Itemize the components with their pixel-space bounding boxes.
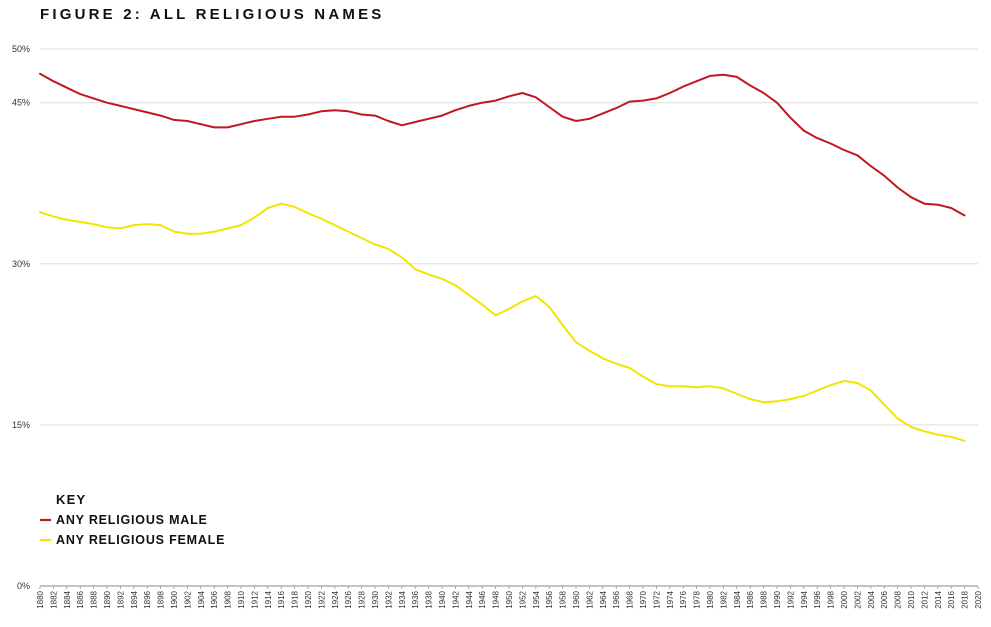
- x-tick-label: 1900: [170, 590, 179, 608]
- x-tick-label: 1930: [371, 590, 380, 608]
- x-tick-label: 1924: [331, 590, 340, 608]
- x-tick-label: 1986: [746, 590, 755, 608]
- x-tick-label: 1962: [585, 590, 594, 608]
- x-tick-label: 1890: [103, 590, 112, 608]
- x-tick-label: 2016: [947, 590, 956, 608]
- x-tick-label: 1982: [719, 590, 728, 608]
- x-tick-label: 1932: [384, 590, 393, 608]
- x-tick-label: 1914: [264, 590, 273, 608]
- x-tick-label: 1892: [116, 590, 125, 608]
- x-tick-label: 1904: [197, 590, 206, 608]
- legend-label: ANY RELIGIOUS MALE: [56, 513, 208, 527]
- x-tick-label: 1948: [492, 590, 501, 608]
- chart-title: FIGURE 2: ALL RELIGIOUS NAMES: [40, 6, 385, 23]
- x-tick-label: 2002: [853, 590, 862, 608]
- x-tick-label: 2014: [934, 590, 943, 608]
- x-tick-label: 1920: [304, 590, 313, 608]
- x-tick-label: 1884: [63, 590, 72, 608]
- x-tick-label: 1886: [76, 590, 85, 608]
- y-tick-label: 50%: [12, 44, 30, 54]
- x-tick-label: 1992: [786, 590, 795, 608]
- x-tick-label: 1894: [130, 590, 139, 608]
- grid-lines: [40, 48, 978, 587]
- x-tick-label: 1990: [773, 590, 782, 608]
- x-tick-label: 1976: [679, 590, 688, 608]
- x-tick-label: 1928: [358, 590, 367, 608]
- y-axis: 0% 15% 30% 45% 50%: [12, 44, 30, 591]
- x-tick-label: 1942: [451, 590, 460, 608]
- x-tick-label: 2008: [894, 590, 903, 608]
- x-tick-label: 1926: [344, 590, 353, 608]
- series-lines: [39, 72, 966, 442]
- series-line-female: [39, 202, 966, 442]
- y-tick-label: 0%: [17, 581, 30, 591]
- x-tick-label: 1954: [532, 590, 541, 608]
- x-tick-label: 2020: [974, 590, 983, 608]
- legend-title: KEY: [56, 492, 86, 507]
- x-tick-label: 1922: [317, 590, 326, 608]
- x-tick-label: 1998: [827, 590, 836, 608]
- series-line-male: [39, 72, 966, 217]
- legend: KEY ANY RELIGIOUS MALE ANY RELIGIOUS FEMAL…: [40, 492, 225, 547]
- x-tick-label: 1912: [250, 590, 259, 608]
- x-tick-label: 1964: [599, 590, 608, 608]
- x-tick-label: 1950: [505, 590, 514, 608]
- x-tick-label: 2004: [867, 590, 876, 608]
- x-tick-label: 1934: [398, 590, 407, 608]
- x-tick-label: 1978: [693, 590, 702, 608]
- x-tick-label: 1906: [210, 590, 219, 608]
- x-tick-label: 1958: [559, 590, 568, 608]
- x-tick-label: 2000: [840, 590, 849, 608]
- x-tick-label: 1888: [90, 590, 99, 608]
- x-tick-label: 1980: [706, 590, 715, 608]
- x-tick-label: 1902: [183, 590, 192, 608]
- x-tick-label: 1896: [143, 590, 152, 608]
- x-tick-label: 1960: [572, 590, 581, 608]
- x-tick-label: 1910: [237, 590, 246, 608]
- x-tick-label: 1918: [291, 590, 300, 608]
- x-tick-label: 1972: [652, 590, 661, 608]
- x-axis: 1880 1882 1884 1886 1888 1890 1892 1894 1896 1898…: [36, 586, 983, 609]
- legend-label: ANY RELIGIOUS FEMALE: [56, 533, 225, 547]
- x-tick-label: 1970: [639, 590, 648, 608]
- x-tick-label: 2006: [880, 590, 889, 608]
- y-tick-label: 45%: [12, 98, 30, 108]
- x-tick-label: 1988: [760, 590, 769, 608]
- x-tick-label: 1898: [157, 590, 166, 608]
- x-tick-label: 2010: [907, 590, 916, 608]
- x-tick-label: 1966: [612, 590, 621, 608]
- x-tick-label: 1938: [425, 590, 434, 608]
- x-tick-label: 2018: [961, 590, 970, 608]
- x-tick-label: 2012: [920, 590, 929, 608]
- x-tick-label: 1908: [224, 590, 233, 608]
- x-tick-label: 1946: [478, 590, 487, 608]
- x-tick-label: 1916: [277, 590, 286, 608]
- y-tick-label: 15%: [12, 420, 30, 430]
- x-tick-label: 1968: [626, 590, 635, 608]
- x-tick-label: 1974: [666, 590, 675, 608]
- x-tick-label: 1880: [36, 590, 45, 608]
- y-tick-label: 30%: [12, 259, 30, 269]
- x-tick-label: 1994: [800, 590, 809, 608]
- x-tick-label: 1882: [49, 590, 58, 608]
- x-tick-label: 1952: [518, 590, 527, 608]
- x-tick-label: 1936: [411, 590, 420, 608]
- x-tick-label: 1984: [733, 590, 742, 608]
- x-tick-label: 1996: [813, 590, 822, 608]
- x-tick-label: 1956: [545, 590, 554, 608]
- x-tick-label: 1940: [438, 590, 447, 608]
- x-tick-label: 1944: [465, 590, 474, 608]
